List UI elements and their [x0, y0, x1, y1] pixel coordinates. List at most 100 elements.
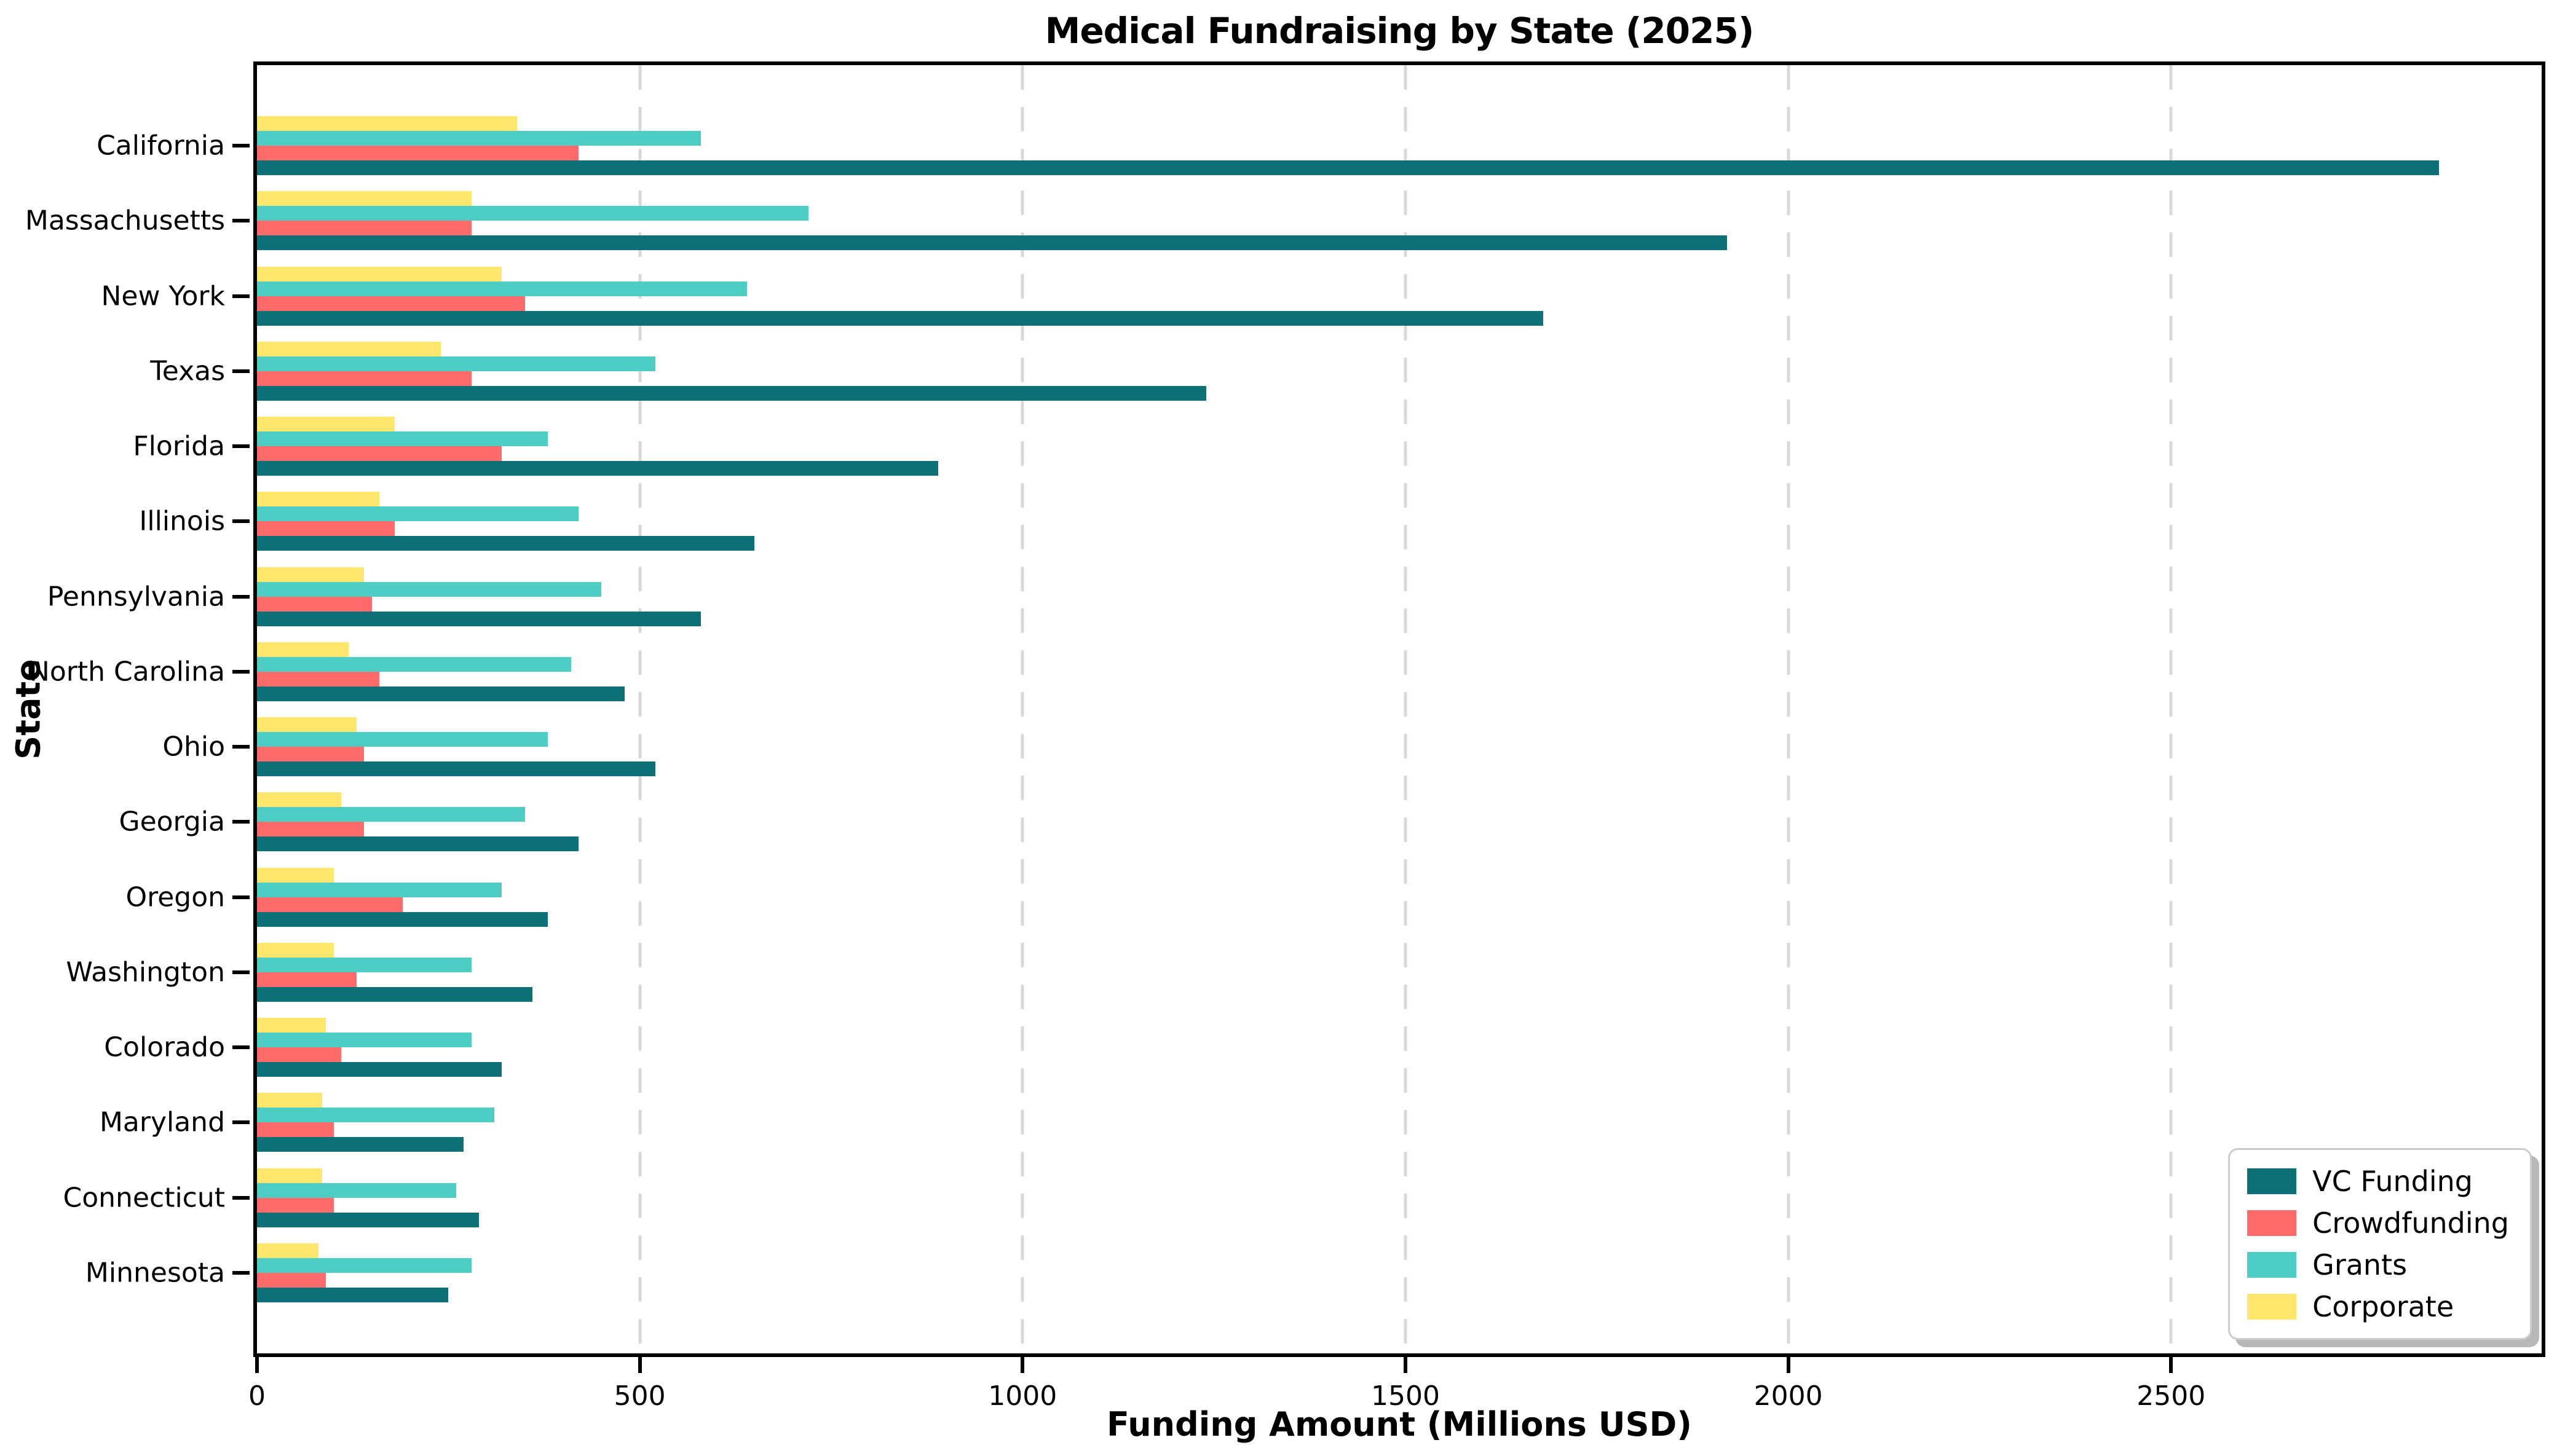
bar-grants-colorado [257, 1033, 472, 1048]
bar-group-north-carolina: North Carolina [30, 634, 2542, 709]
bar-crowdfunding-new-york [257, 296, 525, 311]
bar-vc-funding-ohio [257, 761, 655, 777]
bar-crowdfunding-colorado [257, 1047, 341, 1063]
y-tick-california [232, 144, 250, 148]
legend-item-crowdfunding: Crowdfunding [2247, 1206, 2509, 1240]
bar-group-connecticut: Connecticut [63, 1160, 2542, 1235]
bar-grants-illinois [257, 506, 579, 522]
x-axis-ticks: 0 500 1000 1500 2000 2500 [248, 65, 2542, 1412]
bar-grants-washington [257, 957, 472, 972]
y-tick-washington [232, 970, 250, 974]
bar-corporate-maryland [257, 1093, 322, 1108]
x-axis-title: Funding Amount (Millions USD) [1107, 1405, 1692, 1444]
bar-crowdfunding-north-carolina [257, 671, 380, 687]
x-tick-label-0: 0 [248, 1380, 266, 1412]
bar-group-new-york: New York [101, 259, 2542, 334]
bar-grants-new-york [257, 281, 747, 296]
category-label-florida: Florida [133, 430, 225, 462]
y-tick-minnesota [232, 1270, 250, 1275]
bar-crowdfunding-oregon [257, 897, 403, 912]
x-tick-mark-2000 [1786, 1357, 1790, 1373]
bar-vc-funding-washington [257, 986, 533, 1002]
bar-vc-funding-california [257, 160, 2440, 176]
category-label-washington: Washington [66, 956, 225, 988]
category-label-connecticut: Connecticut [63, 1182, 225, 1214]
y-tick-new-york [232, 294, 250, 298]
bar-corporate-new-york [257, 266, 502, 281]
y-tick-oregon [232, 895, 250, 899]
legend: VC Funding Crowdfunding Grants Corporate [2228, 1148, 2532, 1340]
bar-crowdfunding-florida [257, 446, 502, 462]
y-tick-north-carolina [232, 669, 250, 674]
x-tick-mark-2500 [2169, 1357, 2173, 1373]
legend-swatch-grants [2247, 1252, 2297, 1278]
bar-crowdfunding-connecticut [257, 1197, 334, 1213]
bar-grants-north-carolina [257, 656, 571, 672]
y-tick-georgia [232, 820, 250, 824]
bar-corporate-georgia [257, 792, 341, 808]
x-tick-label-2500: 2500 [2136, 1380, 2206, 1412]
bar-group-massachusetts: Massachusetts [25, 183, 2542, 258]
bar-vc-funding-florida [257, 461, 939, 476]
bar-grants-maryland [257, 1108, 495, 1123]
x-tick-label-500: 500 [614, 1380, 666, 1412]
category-label-pennsylvania: Pennsylvania [47, 581, 225, 613]
legend-swatch-corporate [2247, 1294, 2297, 1320]
bar-grants-massachusetts [257, 206, 808, 221]
plot-area: California Massachusetts New York Texas Flor… [25, 61, 2545, 1412]
bar-corporate-minnesota [257, 1243, 318, 1258]
legend-item-vc-funding: VC Funding [2247, 1165, 2509, 1198]
y-tick-connecticut [232, 1195, 250, 1200]
y-tick-maryland [232, 1120, 250, 1125]
bar-group-texas: Texas [150, 334, 2542, 409]
bar-corporate-california [257, 116, 518, 132]
bar-corporate-washington [257, 942, 334, 958]
bar-corporate-illinois [257, 492, 380, 507]
gridline-x-500 [638, 65, 642, 1353]
category-label-north-carolina: North Carolina [29, 656, 225, 688]
bar-corporate-florida [257, 417, 395, 432]
bar-vc-funding-oregon [257, 911, 548, 927]
bar-vc-funding-illinois [257, 536, 755, 551]
legend-label-corporate: Corporate [2312, 1290, 2454, 1323]
category-label-california: California [97, 130, 225, 162]
legend-item-grants: Grants [2247, 1248, 2509, 1281]
bar-corporate-colorado [257, 1018, 326, 1033]
y-tick-pennsylvania [232, 594, 250, 599]
bar-grants-texas [257, 356, 655, 371]
bar-vc-funding-maryland [257, 1137, 464, 1152]
y-tick-colorado [232, 1045, 250, 1050]
category-label-texas: Texas [150, 355, 225, 387]
gridline-x-1000 [1021, 65, 1024, 1353]
bar-vc-funding-massachusetts [257, 235, 1727, 251]
y-tick-texas [232, 369, 250, 373]
bar-grants-california [257, 131, 702, 146]
bar-grants-connecticut [257, 1183, 456, 1198]
x-tick-label-1000: 1000 [988, 1380, 1057, 1412]
bar-corporate-pennsylvania [257, 567, 365, 582]
gridline-x-2000 [1787, 65, 1790, 1353]
bar-vc-funding-connecticut [257, 1212, 480, 1227]
bar-corporate-ohio [257, 717, 357, 733]
category-label-oregon: Oregon [125, 881, 225, 913]
bar-vc-funding-colorado [257, 1062, 502, 1077]
gridline-x-1500 [1404, 65, 1407, 1353]
bar-crowdfunding-pennsylvania [257, 596, 372, 612]
category-label-ohio: Ohio [162, 731, 225, 763]
bar-corporate-oregon [257, 867, 334, 883]
y-tick-ohio [232, 745, 250, 749]
y-tick-florida [232, 444, 250, 449]
bar-group-ohio: Ohio [162, 709, 2542, 784]
bar-group-georgia: Georgia [119, 784, 2542, 859]
bar-crowdfunding-minnesota [257, 1272, 326, 1288]
bar-crowdfunding-maryland [257, 1122, 334, 1138]
gridline-x-2500 [2169, 65, 2173, 1353]
bar-vc-funding-new-york [257, 310, 1544, 326]
legend-item-corporate: Corporate [2247, 1290, 2509, 1323]
bar-grants-florida [257, 431, 548, 447]
bar-vc-funding-pennsylvania [257, 611, 702, 626]
x-tick-mark-1000 [1021, 1357, 1025, 1373]
bar-grants-ohio [257, 732, 548, 747]
y-tick-massachusetts [232, 219, 250, 223]
